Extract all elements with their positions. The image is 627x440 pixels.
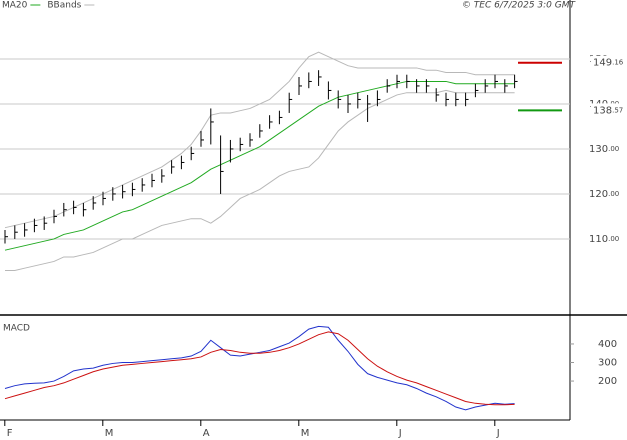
y-tick-label: 120.00 [589,189,619,200]
band-upper [4,51,515,229]
legend-label: MA20 [2,1,28,11]
marker-label: 149.16 [593,58,624,69]
x-tick-label: A [203,428,210,439]
ma-line [4,80,515,251]
macd-line [4,331,515,406]
macd-line [4,325,515,411]
x-tick-label: J [398,428,402,439]
marker-label: 138.57 [593,105,623,116]
y-tick-label: 300 [598,358,617,369]
x-tick-label: M [301,428,310,439]
y-tick-label: 110.00 [589,234,619,245]
marker-label-bg [591,103,621,118]
marker-label-bg [591,55,621,70]
source: © TEC 6/7/2025 3:0 GMT [462,1,577,11]
y-tick-label: 200 [598,376,617,387]
x-tick-label: M [105,428,114,439]
panel-title: MACD [3,324,30,334]
band-lower [5,89,515,271]
x-tick-label: J [496,428,500,439]
y-tick-label: 130.00 [589,144,619,155]
legend-label: BBands [47,1,81,11]
y-tick-label: 400 [598,339,617,350]
x-tick-label: F [7,428,13,439]
